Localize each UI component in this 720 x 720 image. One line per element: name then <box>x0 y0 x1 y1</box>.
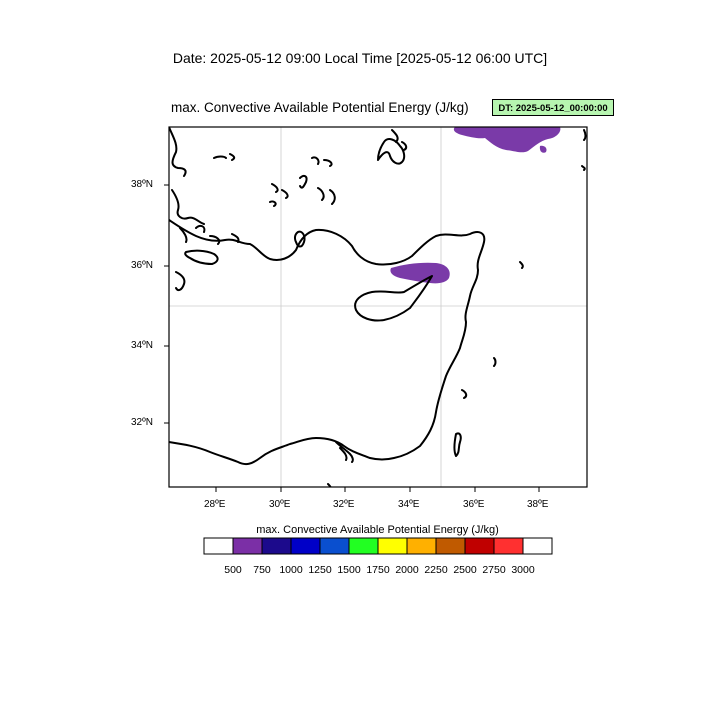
lat-tick-32: 32ºN <box>131 417 153 428</box>
coast-dodecanese <box>175 224 240 292</box>
coast-eastern-mini <box>461 261 524 399</box>
lon-tick-34: 34ºE <box>398 499 420 510</box>
coast-nile-delta <box>327 441 354 487</box>
coastlines <box>169 127 587 487</box>
coast-crete <box>184 249 219 265</box>
coast-anatolia-west <box>377 129 408 165</box>
colorbar-label: 500 <box>224 564 242 576</box>
colorbar-box <box>348 537 379 555</box>
lon-tick-30: 30ºE <box>269 499 291 510</box>
lon-tick-36: 36ºE <box>463 499 485 510</box>
dt-badge: DT: 2025-05-12_00:00:00 <box>492 99 614 116</box>
date-title: Date: 2025-05-12 09:00 Local Time [2025-… <box>172 50 548 66</box>
colorbar-label: 2750 <box>482 564 506 576</box>
colorbar-label: 1500 <box>337 564 361 576</box>
colorbar-box <box>232 537 263 555</box>
coast-egypt <box>169 437 371 466</box>
colorbar-label: 2500 <box>453 564 477 576</box>
colorbar-label: 2250 <box>424 564 448 576</box>
lat-tick-34: 34ºN <box>131 340 153 351</box>
coast-aegean-west <box>169 127 205 225</box>
colorbar-title: max. Convective Available Potential Ener… <box>256 524 499 536</box>
plot-frame <box>168 126 588 488</box>
colorbar-boxes <box>203 537 553 555</box>
colorbar-label: 1250 <box>308 564 332 576</box>
colorbar-box <box>377 537 408 555</box>
tick-marks <box>164 184 540 492</box>
colorbar-label: 1750 <box>366 564 390 576</box>
cape-area-anatolia-north <box>453 127 561 153</box>
coast-cyprus <box>354 275 433 322</box>
colorbar-box <box>290 537 321 555</box>
coast-sinai-lakes <box>453 432 462 457</box>
colorbar-label: 3000 <box>511 564 535 576</box>
coast-anatolia-levant <box>169 219 486 461</box>
colorbar-box <box>522 537 553 555</box>
plot-title: max. Convective Available Potential Ener… <box>171 100 469 115</box>
coast-rhodes <box>293 230 306 248</box>
colorbar-box <box>493 537 524 555</box>
lon-tick-38: 38ºE <box>527 499 549 510</box>
colorbar-box <box>464 537 495 555</box>
colorbar-label: 750 <box>253 564 271 576</box>
coast-aegean-islands <box>213 153 336 207</box>
colorbar-box <box>406 537 437 555</box>
colorbar-label: 1000 <box>279 564 303 576</box>
lat-tick-38: 38ºN <box>131 179 153 190</box>
lat-tick-36: 36ºN <box>131 260 153 271</box>
coast-northeast <box>581 129 587 171</box>
cape-area-northeast <box>539 145 547 153</box>
cape-area-cyprus-east <box>390 262 450 284</box>
colorbar-box <box>203 537 234 555</box>
lon-tick-32: 32ºE <box>333 499 355 510</box>
lon-tick-28: 28ºE <box>204 499 226 510</box>
cape-fill <box>390 127 561 284</box>
colorbar-label: 2000 <box>395 564 419 576</box>
colorbar-box <box>261 537 292 555</box>
gridlines <box>169 127 587 487</box>
colorbar-box <box>319 537 350 555</box>
colorbar-box <box>435 537 466 555</box>
